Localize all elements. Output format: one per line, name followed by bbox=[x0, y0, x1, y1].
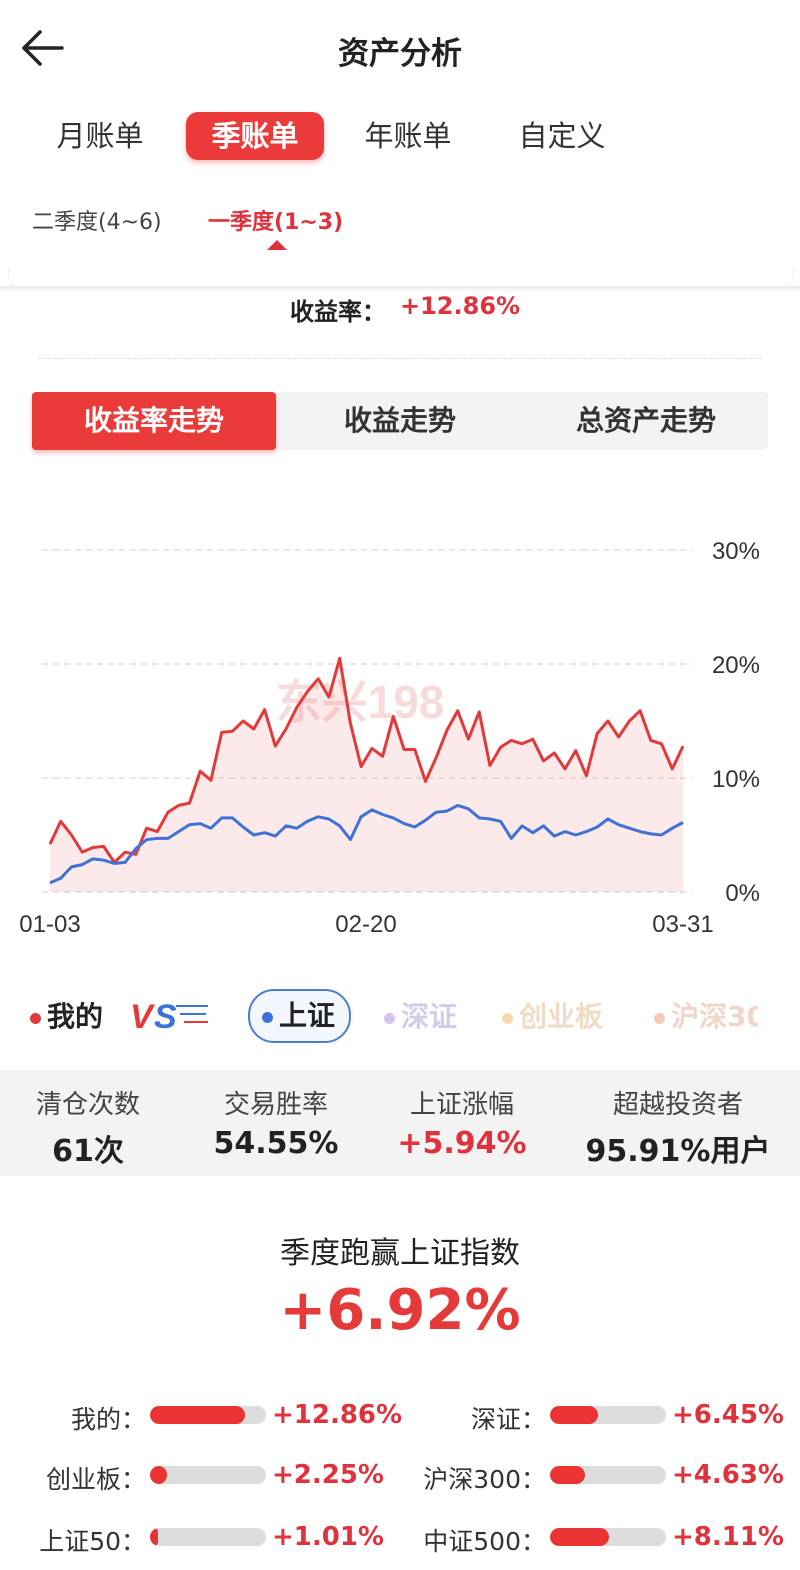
tab-q1[interactable]: 一季度(1~3) bbox=[208, 210, 344, 235]
compare-bar-fill bbox=[550, 1528, 610, 1546]
stat-label-win-rate: 交易胜率 bbox=[223, 1090, 328, 1120]
stat-label-sh-change: 上证涨幅 bbox=[409, 1090, 514, 1120]
page-title: 资产分析 bbox=[338, 36, 462, 72]
compare-label-shenzhen: 深证： bbox=[470, 1405, 546, 1434]
compare-bar-chinext bbox=[150, 1466, 266, 1484]
series-line-mine bbox=[48, 656, 685, 864]
compare-label-chinext: 创业板： bbox=[45, 1465, 146, 1494]
compare-bar-shenzhen bbox=[550, 1406, 666, 1424]
compare-label-mine: 我的： bbox=[70, 1405, 146, 1434]
legend-dot bbox=[30, 1012, 41, 1024]
tab-total-asset-trend[interactable]: 总资产走势 bbox=[575, 404, 716, 437]
compare-bar-csi500 bbox=[550, 1528, 666, 1546]
outperform-value: +6.92% bbox=[279, 1278, 521, 1343]
legend-dot bbox=[384, 1012, 395, 1024]
legend-shenzhen[interactable]: 深证 bbox=[384, 994, 457, 1040]
tab-custom[interactable]: 自定义 bbox=[518, 119, 606, 153]
compare-bar-fill bbox=[150, 1528, 159, 1546]
compare-bar-fill bbox=[150, 1466, 168, 1484]
tab-return-trend[interactable]: 收益走势 bbox=[343, 404, 456, 437]
legend-dot bbox=[654, 1012, 665, 1024]
compare-bar-csi300 bbox=[550, 1466, 666, 1484]
tab-yearly[interactable]: 年账单 bbox=[364, 119, 452, 153]
legend-label: 上证 bbox=[279, 999, 336, 1032]
compare-value-csi500: +8.11% bbox=[672, 1522, 784, 1552]
legend-shanghai[interactable]: 上证 bbox=[248, 989, 352, 1043]
card-shadow bbox=[0, 286, 800, 292]
x-tick-label: 01-03 bbox=[19, 911, 80, 938]
compare-bar-fill bbox=[150, 1406, 246, 1424]
x-tick-label: 02-20 bbox=[335, 911, 396, 938]
compare-label-csi300: 沪深300： bbox=[423, 1465, 546, 1494]
divider bbox=[38, 358, 762, 359]
y-tick-label: 10% bbox=[712, 766, 760, 793]
stats-band bbox=[0, 1070, 800, 1176]
stat-value-sh-change: +5.94% bbox=[397, 1126, 527, 1161]
vs-icon: V S bbox=[130, 998, 208, 1036]
legend-chinext[interactable]: 创业板 bbox=[502, 994, 603, 1040]
compare-value-mine: +12.86% bbox=[272, 1400, 403, 1430]
compare-value-sse50: +1.01% bbox=[272, 1522, 384, 1552]
x-tick-label: 03-31 bbox=[652, 911, 713, 938]
watermark: 东兴198 bbox=[276, 676, 445, 728]
legend-dot bbox=[502, 1012, 513, 1024]
compare-bar-fill bbox=[550, 1466, 585, 1484]
legend-csi300[interactable]: 沪深300 bbox=[654, 994, 758, 1040]
legend-label: 深证 bbox=[401, 1000, 458, 1033]
stat-label-beat-investors: 超越投资者 bbox=[612, 1090, 743, 1120]
return-rate-value: +12.86% bbox=[400, 292, 521, 320]
compare-value-csi300: +4.63% bbox=[672, 1460, 784, 1490]
svg-text:S: S bbox=[154, 998, 177, 1036]
legend-mine[interactable]: 我的 bbox=[30, 994, 103, 1040]
stat-label-clearances: 清仓次数 bbox=[35, 1090, 140, 1120]
outperform-title: 季度跑赢上证指数 bbox=[280, 1236, 520, 1271]
legend-dot bbox=[262, 1011, 273, 1023]
stat-value-beat-investors: 95.91%用户 bbox=[585, 1134, 771, 1169]
tab-q2[interactable]: 二季度(4~6) bbox=[32, 210, 162, 235]
y-tick-label: 0% bbox=[725, 880, 760, 907]
tab-return-rate-trend[interactable]: 收益率走势 bbox=[32, 392, 276, 450]
series-line-shanghai bbox=[49, 803, 684, 885]
compare-label-csi500: 中证500： bbox=[423, 1527, 546, 1556]
svg-text:V: V bbox=[130, 998, 156, 1036]
y-tick-label: 20% bbox=[712, 652, 760, 679]
compare-label-sse50: 上证50： bbox=[39, 1527, 146, 1556]
legend-label: 我的 bbox=[47, 1000, 104, 1033]
compare-value-shenzhen: +6.45% bbox=[672, 1400, 784, 1430]
compare-bar-mine bbox=[150, 1406, 266, 1424]
y-tick-label: 30% bbox=[712, 538, 760, 565]
compare-bar-fill bbox=[550, 1406, 598, 1424]
legend-label: 沪深300 bbox=[671, 1000, 758, 1033]
compare-value-chinext: +2.25% bbox=[272, 1460, 384, 1490]
tab-quarterly[interactable]: 季账单 bbox=[186, 112, 324, 160]
compare-bar-sse50 bbox=[150, 1528, 266, 1546]
arrow-left-icon[interactable] bbox=[18, 26, 66, 70]
stat-value-win-rate: 54.55% bbox=[213, 1126, 339, 1161]
series-area-mine bbox=[50, 658, 683, 892]
legend-label: 创业板 bbox=[519, 1000, 604, 1033]
stat-value-clearances: 61次 bbox=[52, 1134, 124, 1169]
caret-up-icon bbox=[267, 240, 287, 250]
return-rate-chart[interactable]: 东兴198 30% 20% 10% 0% 01-03 02-20 03-31 bbox=[0, 520, 800, 940]
return-rate-label: 收益率： bbox=[290, 298, 386, 326]
tab-monthly[interactable]: 月账单 bbox=[56, 119, 144, 153]
